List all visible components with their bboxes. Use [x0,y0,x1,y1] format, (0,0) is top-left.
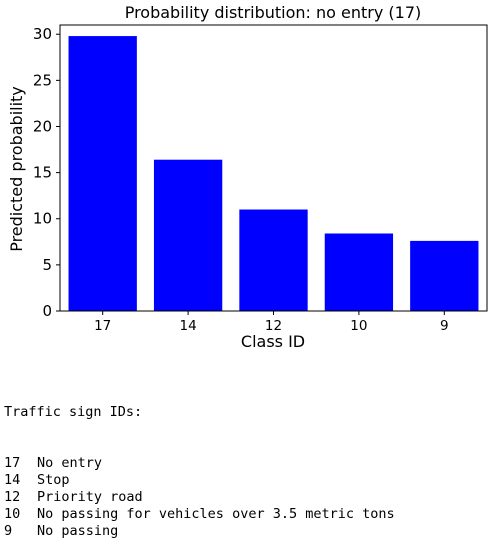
legend-item: 17 No entry [4,455,395,472]
x-tick-label: 17 [94,318,111,334]
legend-item-id: 10 [4,506,21,522]
plot-frame [59,24,488,312]
bar-17 [68,36,137,311]
x-tick-label: 12 [265,318,282,334]
y-tick-label: 0 [42,302,52,320]
legend-heading: Traffic sign IDs: [4,404,143,420]
legend-item-name: No entry [37,455,103,471]
y-tick-label: 15 [33,164,52,182]
y-tick-label: 5 [42,256,52,274]
bar-14 [153,159,223,311]
legend-item-name: No passing for vehicles over 3.5 metric … [37,506,395,522]
legend-item-name: Priority road [37,489,143,505]
x-tick-label: 14 [180,318,197,334]
y-axis-label: Predicted probability [7,86,26,252]
legend-item-id: 12 [4,489,21,505]
y-tick-label: 25 [33,71,52,89]
bar-10 [324,233,394,311]
y-tick-label: 10 [33,210,52,228]
bar-group [68,36,479,311]
bar-12 [239,209,308,311]
bar-9 [410,240,479,311]
x-axis-label: Class ID [241,332,305,351]
legend-item-name: Stop [37,472,70,488]
axes: 17 14 12 10 9 0 5 10 15 20 25 30 [33,24,488,334]
chart-title: Probability distribution: no entry (17) [125,3,422,22]
legend-item-id: 9 [4,523,13,539]
y-tick-label: 20 [33,117,52,135]
legend-list: 17 No entry 14 Stop 12 Priority road 10 No pass… [4,455,395,540]
x-tick-label: 9 [440,318,449,334]
legend-item: 12 Priority road [4,489,395,506]
y-tick-label: 30 [33,25,52,43]
traffic-sign-legend: Traffic sign IDs: 17 No entry 14 Stop 12 Prio… [4,370,395,557]
legend-item: 9 No passing [4,523,395,540]
legend-item-id: 17 [4,455,21,471]
legend-item-name: No passing [37,523,119,539]
legend-item: 10 No passing for vehicles over 3.5 metri… [4,506,395,523]
x-tick-label: 10 [350,318,367,334]
probability-bar-chart: Probability distribution: no entry (17) … [7,3,488,351]
